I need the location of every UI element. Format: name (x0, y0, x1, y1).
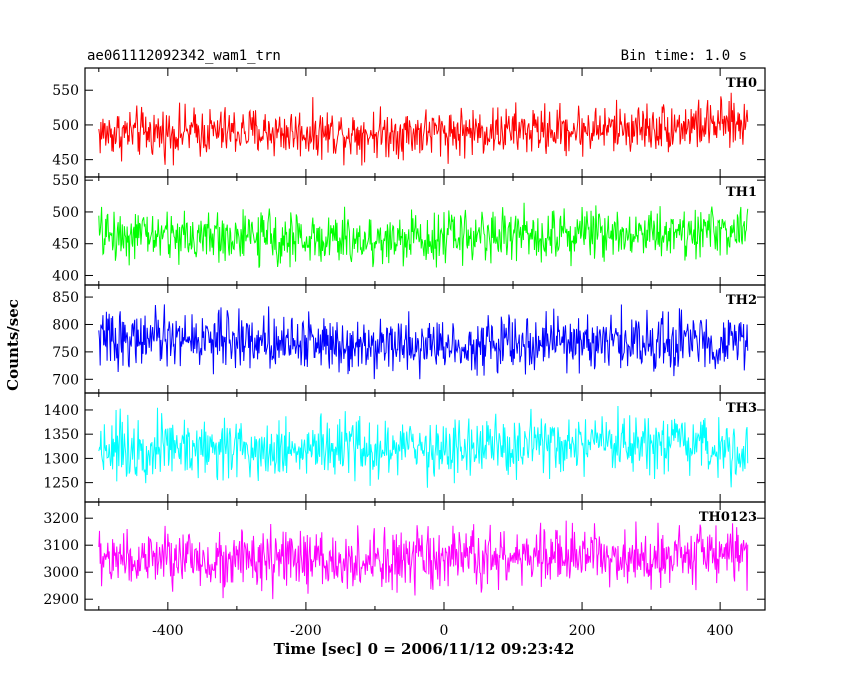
panels-layer: 450 500 550 TH0 400 450 500 550 TH1 700 750 800 850 T… (43, 67, 766, 611)
x-tick-label: -200 (290, 623, 321, 639)
y-axis-title: Counts/sec (4, 299, 22, 391)
x-tick-label: 0 (440, 623, 449, 639)
y-tick-label: 1300 (43, 451, 79, 467)
y-tick-label: 1350 (43, 427, 79, 443)
panel-label-th0123: TH0123 (699, 510, 757, 525)
y-tick-label: 3000 (43, 565, 79, 581)
x-ticks-layer: -400 -200 0 200 400 (152, 623, 733, 639)
x-tick-label: -400 (152, 623, 183, 639)
x-tick-label: 200 (569, 623, 596, 639)
chart-title: ae061112092342_wam1_trn (87, 48, 281, 64)
series-line-th3 (98, 406, 749, 488)
y-tick-label: 800 (52, 317, 79, 333)
series-line-th0123 (98, 520, 749, 600)
series-line-th1 (98, 202, 749, 268)
y-tick-label: 750 (52, 345, 79, 361)
panel-th1: 400 450 500 550 TH1 (52, 173, 766, 286)
series-line-th2 (98, 304, 749, 380)
panel-label-th0: TH0 (726, 76, 757, 91)
y-tick-label: 450 (52, 153, 79, 169)
y-tick-label: 3200 (43, 511, 79, 527)
y-tick-label: 550 (52, 173, 79, 189)
y-tick-label: 1250 (43, 476, 79, 492)
y-tick-label: 700 (52, 372, 79, 388)
x-axis-title: Time [sec] 0 = 2006/11/12 09:23:42 (274, 640, 575, 658)
panel-frame (84, 501, 766, 611)
x-tick-label: 400 (707, 623, 734, 639)
y-tick-label: 2900 (43, 592, 79, 608)
panel-th3: 1250 1300 1350 1400 TH3 (43, 392, 766, 503)
y-tick-label: 850 (52, 290, 79, 306)
series-line-th0 (98, 92, 749, 166)
y-tick-label: 500 (52, 118, 79, 134)
panel-label-th3: TH3 (726, 401, 757, 416)
y-tick-label: 3100 (43, 538, 79, 554)
y-tick-label: 1400 (43, 403, 79, 419)
y-tick-label: 400 (52, 268, 79, 284)
bin-time-label: Bin time: 1.0 s (621, 48, 747, 64)
panel-th2: 700 750 800 850 TH2 (52, 284, 766, 394)
y-tick-label: 550 (52, 83, 79, 99)
panel-label-th2: TH2 (726, 293, 757, 308)
y-tick-label: 450 (52, 237, 79, 253)
y-tick-label: 500 (52, 205, 79, 221)
panel-th0: 450 500 550 TH0 (52, 67, 766, 178)
panel-th0123: 2900 3000 3100 3200 TH0123 (43, 501, 766, 611)
panel-label-th1: TH1 (726, 185, 757, 200)
